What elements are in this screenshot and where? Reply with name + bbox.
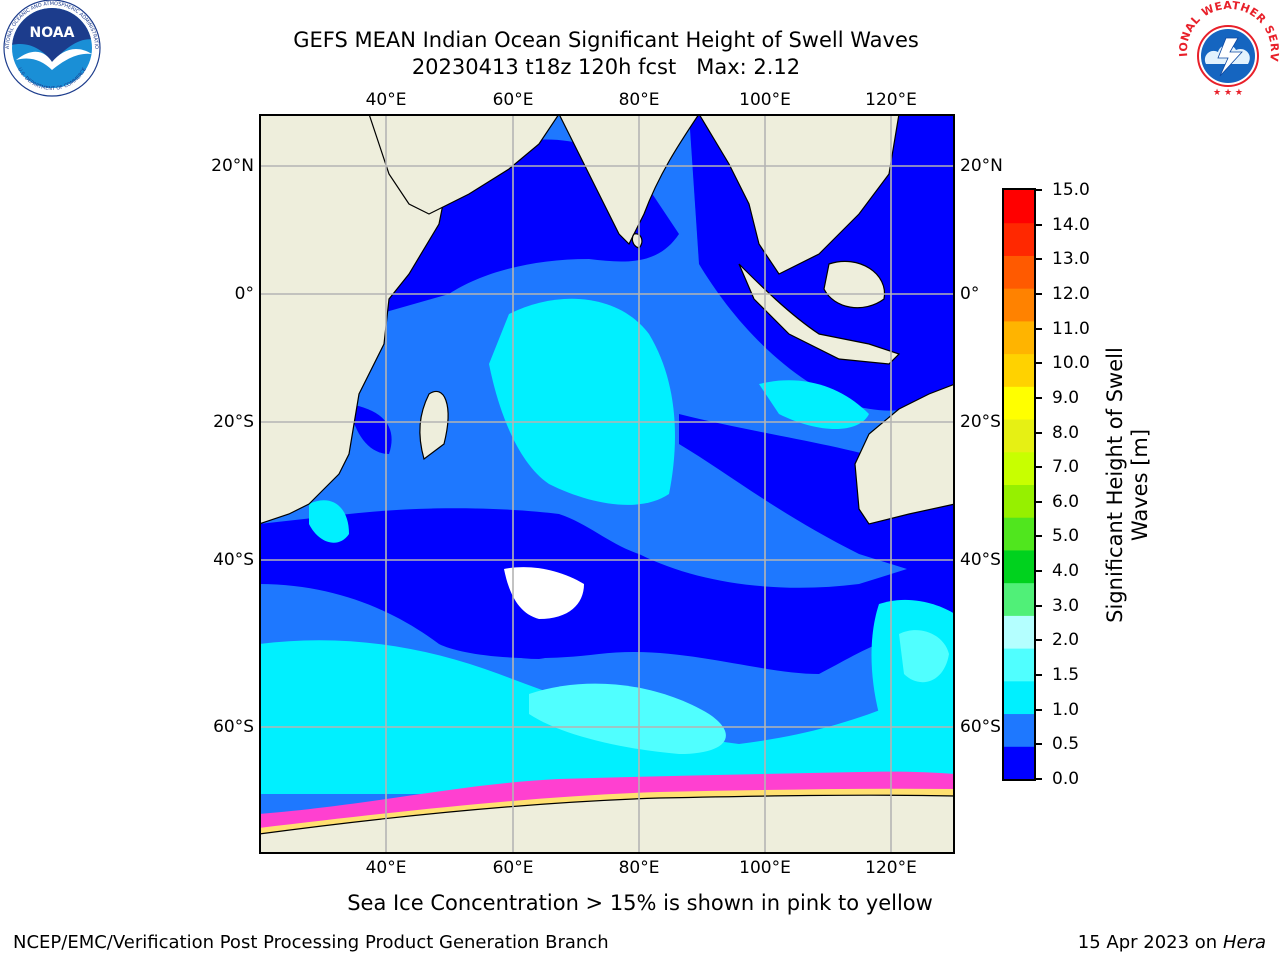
colorbar-segment xyxy=(1003,353,1035,387)
colorbar-segment xyxy=(1003,451,1035,485)
lon-label-bottom-80e: 80°E xyxy=(618,858,660,878)
title-line-1: GEFS MEAN Indian Ocean Significant Heigh… xyxy=(293,28,919,52)
colorbar-tick-mark xyxy=(1036,292,1042,295)
colorbar xyxy=(1002,188,1036,781)
colorbar-tick-label: 10.0 xyxy=(1052,353,1090,374)
lon-label-top-60e: 60°E xyxy=(492,90,534,110)
colorbar-tick-mark xyxy=(1036,362,1042,365)
colorbar-tick-label: 1.0 xyxy=(1052,699,1080,720)
colorbar-tick-label: 6.0 xyxy=(1052,491,1080,512)
colorbar-tick-mark xyxy=(1036,396,1042,399)
colorbar-tick-mark xyxy=(1036,258,1042,261)
title-line-2: 20230413 t18z 120h fcst Max: 2.12 xyxy=(411,55,801,79)
colorbar-tick-label: 15.0 xyxy=(1052,180,1090,200)
colorbar-segment xyxy=(1003,222,1035,256)
lat-label-left-20s: 20°S xyxy=(213,412,254,432)
colorbar-tick-mark xyxy=(1036,189,1042,191)
colorbar-tick-label: 7.0 xyxy=(1052,457,1080,478)
colorbar-segment xyxy=(1003,680,1035,715)
svg-text:NOAA: NOAA xyxy=(30,25,75,41)
colorbar-tick-mark xyxy=(1036,743,1042,746)
lat-label-right-20s: 20°S xyxy=(960,412,1001,432)
colorbar-segment xyxy=(1003,386,1035,420)
footer-date: 15 Apr 2023 on Hera xyxy=(1078,932,1266,954)
lat-label-left-20n: 20°N xyxy=(211,156,254,176)
colorbar-label-line-2: Waves [m] xyxy=(1128,428,1152,542)
colorbar-segment xyxy=(1003,517,1035,551)
footer-machine: Hera xyxy=(1222,932,1266,953)
swell-band-1.5-2.0 xyxy=(529,630,949,754)
map-frame xyxy=(259,114,955,854)
colorbar-tick-label: 14.0 xyxy=(1052,214,1090,235)
colorbar-segment xyxy=(1003,713,1035,747)
sea-ice-note: Sea Ice Concentration > 15% is shown in … xyxy=(347,891,933,915)
lat-label-left-0: 0° xyxy=(234,284,254,304)
colorbar-tick-mark xyxy=(1036,535,1042,538)
colorbar-tick-label: 0.0 xyxy=(1052,769,1080,789)
noaa-logo: NOAA NATIONAL OCEANIC AND ATMOSPHERIC AD… xyxy=(0,0,101,97)
colorbar-segment xyxy=(1003,320,1035,355)
colorbar-tick-label: 2.0 xyxy=(1052,630,1080,651)
colorbar-tick-mark xyxy=(1036,708,1042,711)
lon-label-top-100e: 100°E xyxy=(739,90,791,110)
footer-branch: NCEP/EMC/Verification Post Processing Pr… xyxy=(13,932,609,953)
colorbar-segment xyxy=(1003,549,1035,584)
colorbar-tick-label: 0.5 xyxy=(1052,734,1080,755)
colorbar-tick-label: 4.0 xyxy=(1052,561,1080,582)
colorbar-tick-mark xyxy=(1036,674,1042,677)
lon-label-bottom-100e: 100°E xyxy=(739,858,791,878)
colorbar-frame xyxy=(1002,188,1036,781)
colorbar-tick-mark xyxy=(1036,500,1042,503)
sea-ice-edge xyxy=(259,771,955,838)
lon-label-bottom-60e: 60°E xyxy=(492,858,534,878)
lon-label-bottom-40e: 40°E xyxy=(365,858,407,878)
lat-label-right-40s: 40°S xyxy=(960,550,1001,570)
colorbar-segment xyxy=(1003,255,1035,289)
graticule xyxy=(259,114,955,854)
swell-height-map xyxy=(259,114,955,854)
colorbar-segment xyxy=(1003,288,1035,322)
colorbar-segment xyxy=(1003,484,1035,518)
colorbar-tick-mark xyxy=(1036,327,1042,330)
footer-date-text: 15 Apr 2023 on xyxy=(1077,932,1223,953)
colorbar-tick-label: 12.0 xyxy=(1052,283,1090,304)
nws-logo: NATIONAL WEATHER SERVICE ★ ★ ★ xyxy=(1176,0,1280,99)
colorbar-tick-label: 8.0 xyxy=(1052,422,1080,443)
colorbar-tick-mark xyxy=(1036,778,1042,780)
colorbar-tick-mark xyxy=(1036,431,1042,434)
lat-label-right-20n: 20°N xyxy=(960,156,1003,176)
lon-label-top-40e: 40°E xyxy=(365,90,407,110)
colorbar-segment xyxy=(1003,582,1035,616)
lon-label-top-120e: 120°E xyxy=(865,90,917,110)
colorbar-tick-mark xyxy=(1036,604,1042,607)
colorbar-segment xyxy=(1003,746,1035,780)
lat-label-right-0: 0° xyxy=(960,284,980,304)
colorbar-segment xyxy=(1003,190,1035,224)
colorbar-tick-mark xyxy=(1036,223,1042,226)
colorbar-segment xyxy=(1003,648,1035,682)
colorbar-tick-label: 3.0 xyxy=(1052,595,1080,616)
colorbar-tick-label: 11.0 xyxy=(1052,318,1090,339)
svg-text:★ ★ ★: ★ ★ ★ xyxy=(1213,88,1243,98)
lat-label-left-60s: 60°S xyxy=(213,717,254,737)
colorbar-tick-label: 9.0 xyxy=(1052,387,1080,408)
lon-label-top-80e: 80°E xyxy=(618,90,660,110)
colorbar-segment xyxy=(1003,615,1035,649)
lat-label-right-60s: 60°S xyxy=(960,717,1001,737)
colorbar-tick-mark xyxy=(1036,570,1042,573)
sea-ice-patch xyxy=(504,567,584,619)
colorbar-tick-mark xyxy=(1036,639,1042,642)
colorbar-tick-label: 13.0 xyxy=(1052,249,1090,270)
lon-label-bottom-120e: 120°E xyxy=(865,858,917,878)
lat-label-left-40s: 40°S xyxy=(213,550,254,570)
colorbar-label: Significant Height of Swell Waves [m] xyxy=(1103,325,1153,645)
colorbar-tick-mark xyxy=(1036,466,1042,469)
colorbar-segment xyxy=(1003,419,1035,453)
colorbar-tick-label: 1.5 xyxy=(1052,665,1080,686)
colorbar-label-line-1: Significant Height of Swell xyxy=(1103,347,1127,623)
colorbar-tick-label: 5.0 xyxy=(1052,526,1080,547)
